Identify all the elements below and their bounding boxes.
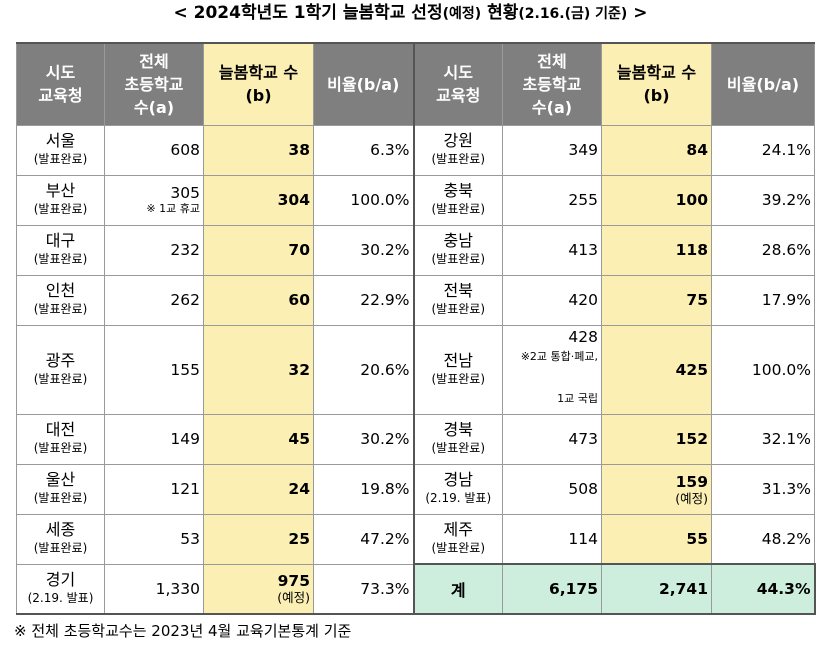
region-cell: 충남 (발표완료) — [412, 224, 503, 276]
table-row: 대전 (발표완료) 149 45 30.2% 경북 (발표완료) 473 152 3… — [16, 413, 815, 465]
page-title: < 2024학년도 1학기 늘봄학교 선정(예정) 현황(2.16.(금) 기준… — [173, 3, 648, 23]
table-row: 경기 (2.19. 발표) 1,330 975 (예정) 73.3% 계 6,175… — [16, 563, 816, 615]
total-cell: 420 — [502, 274, 602, 326]
region-cell: 강원 (발표완료) — [412, 124, 503, 176]
region-cell: 서울 (발표완료) — [16, 124, 105, 176]
region-cell: 경남 (2.19. 발표) — [412, 463, 503, 515]
region-cell: 전북 (발표완료) — [412, 274, 503, 326]
total-cell: 1,330 — [104, 563, 204, 615]
ratio-cell: 28.6% — [711, 224, 815, 276]
ratio-cell: 30.2% — [313, 224, 414, 276]
header-ratio: 비율(b/a) — [313, 42, 414, 126]
header-total: 전체 초등학교 수(a) — [502, 42, 602, 126]
total-cell: 255 — [502, 174, 602, 226]
header-region: 시도 교육청 — [16, 42, 105, 126]
ratio-cell: 22.9% — [313, 274, 414, 326]
grand-total-ratio: 44.3% — [711, 563, 816, 615]
header-ratio: 비율(b/a) — [711, 42, 815, 126]
header-row: 시도 교육청 전체 초등학교 수(a) 늘봄학교 수 (b) 비율(b/a) 시도 교육청… — [16, 42, 815, 126]
status-table: 시도 교육청 전체 초등학교 수(a) 늘봄학교 수 (b) 비율(b/a) 시도 교육청… — [16, 42, 816, 615]
region-cell: 부산 (발표완료) — [16, 174, 105, 226]
total-cell: 262 — [104, 274, 204, 326]
region-cell: 대전 (발표완료) — [16, 413, 105, 465]
ratio-cell: 32.1% — [711, 413, 815, 465]
total-cell: 508 — [502, 463, 602, 515]
ratio-cell: 20.6% — [313, 324, 414, 415]
region-cell: 경기 (2.19. 발표) — [16, 563, 105, 615]
neulbom-cell: 60 — [203, 274, 314, 326]
neulbom-cell: 84 — [601, 124, 712, 176]
grand-total-schools: 6,175 — [502, 563, 602, 615]
total-cell: 149 — [104, 413, 204, 465]
header-neulbom: 늘봄학교 수 (b) — [601, 42, 712, 126]
neulbom-cell: 304 — [203, 174, 314, 226]
total-cell: 232 — [104, 224, 204, 276]
neulbom-cell: 152 — [601, 413, 712, 465]
ratio-cell: 39.2% — [711, 174, 815, 226]
neulbom-cell: 38 — [203, 124, 314, 176]
neulbom-cell: 45 — [203, 413, 314, 465]
neulbom-cell: 100 — [601, 174, 712, 226]
neulbom-cell: 159 (예정) — [601, 463, 712, 515]
neulbom-cell: 75 — [601, 274, 712, 326]
ratio-cell: 73.3% — [313, 563, 414, 615]
total-cell: 305 ※ 1교 휴교 — [104, 174, 204, 226]
table-row: 대구 (발표완료) 232 70 30.2% 충남 (발표완료) 413 118 2… — [16, 224, 815, 276]
footnote: ※ 전체 초등학교수는 2023년 4월 교육기본통계 기준 — [14, 622, 352, 640]
ratio-cell: 100.0% — [313, 174, 414, 226]
neulbom-cell: 32 — [203, 324, 314, 415]
region-cell: 광주 (발표완료) — [16, 324, 105, 415]
ratio-cell: 31.3% — [711, 463, 815, 515]
neulbom-cell: 25 — [203, 513, 314, 565]
ratio-cell: 6.3% — [313, 124, 414, 176]
region-cell: 경북 (발표완료) — [412, 413, 503, 465]
table-row: 울산 (발표완료) 121 24 19.8% 경남 (2.19. 발표) 508 1… — [16, 463, 815, 515]
neulbom-cell: 425 — [601, 324, 712, 415]
total-cell: 473 — [502, 413, 602, 465]
table-row: 세종 (발표완료) 53 25 47.2% 제주 (발표완료) 114 55 48.… — [16, 513, 815, 565]
region-cell: 제주 (발표완료) — [412, 513, 503, 565]
neulbom-cell: 118 — [601, 224, 712, 276]
total-cell: 155 — [104, 324, 204, 415]
header-region: 시도 교육청 — [412, 42, 503, 126]
ratio-cell: 19.8% — [313, 463, 414, 515]
region-cell: 대구 (발표완료) — [16, 224, 105, 276]
neulbom-cell: 55 — [601, 513, 712, 565]
ratio-cell: 24.1% — [711, 124, 815, 176]
neulbom-cell: 70 — [203, 224, 314, 276]
region-cell: 인천 (발표완료) — [16, 274, 105, 326]
table-row: 서울 (발표완료) 608 38 6.3% 강원 (발표완료) 349 84 24.… — [16, 124, 815, 176]
total-cell: 53 — [104, 513, 204, 565]
total-cell: 349 — [502, 124, 602, 176]
ratio-cell: 48.2% — [711, 513, 815, 565]
total-cell: 608 — [104, 124, 204, 176]
table-row: 인천 (발표완료) 262 60 22.9% 전북 (발표완료) 420 75 17… — [16, 274, 815, 326]
region-cell: 울산 (발표완료) — [16, 463, 105, 515]
neulbom-cell: 24 — [203, 463, 314, 515]
region-cell: 충북 (발표완료) — [412, 174, 503, 226]
total-cell: 114 — [502, 513, 602, 565]
region-cell: 전남 (발표완료) — [412, 324, 503, 415]
total-cell: 121 — [104, 463, 204, 515]
header-total: 전체 초등학교 수(a) — [104, 42, 204, 126]
region-cell: 세종 (발표완료) — [16, 513, 105, 565]
table-row: 광주 (발표완료) 155 32 20.6% 전남 (발표완료) 428 ※2교 통… — [16, 324, 815, 415]
total-cell: 428 ※2교 통합·폐교, 1교 국립 — [502, 324, 602, 415]
ratio-cell: 30.2% — [313, 413, 414, 465]
header-neulbom: 늘봄학교 수 (b) — [203, 42, 314, 126]
ratio-cell: 47.2% — [313, 513, 414, 565]
ratio-cell: 17.9% — [711, 274, 815, 326]
neulbom-cell: 975 (예정) — [203, 563, 314, 615]
grand-total-neulbom: 2,741 — [601, 563, 712, 615]
total-label: 계 — [412, 563, 503, 615]
total-cell: 413 — [502, 224, 602, 276]
table-row: 부산 (발표완료) 305 ※ 1교 휴교 304 100.0% 충북 (발표완료) … — [16, 174, 815, 226]
ratio-cell: 100.0% — [711, 324, 815, 415]
